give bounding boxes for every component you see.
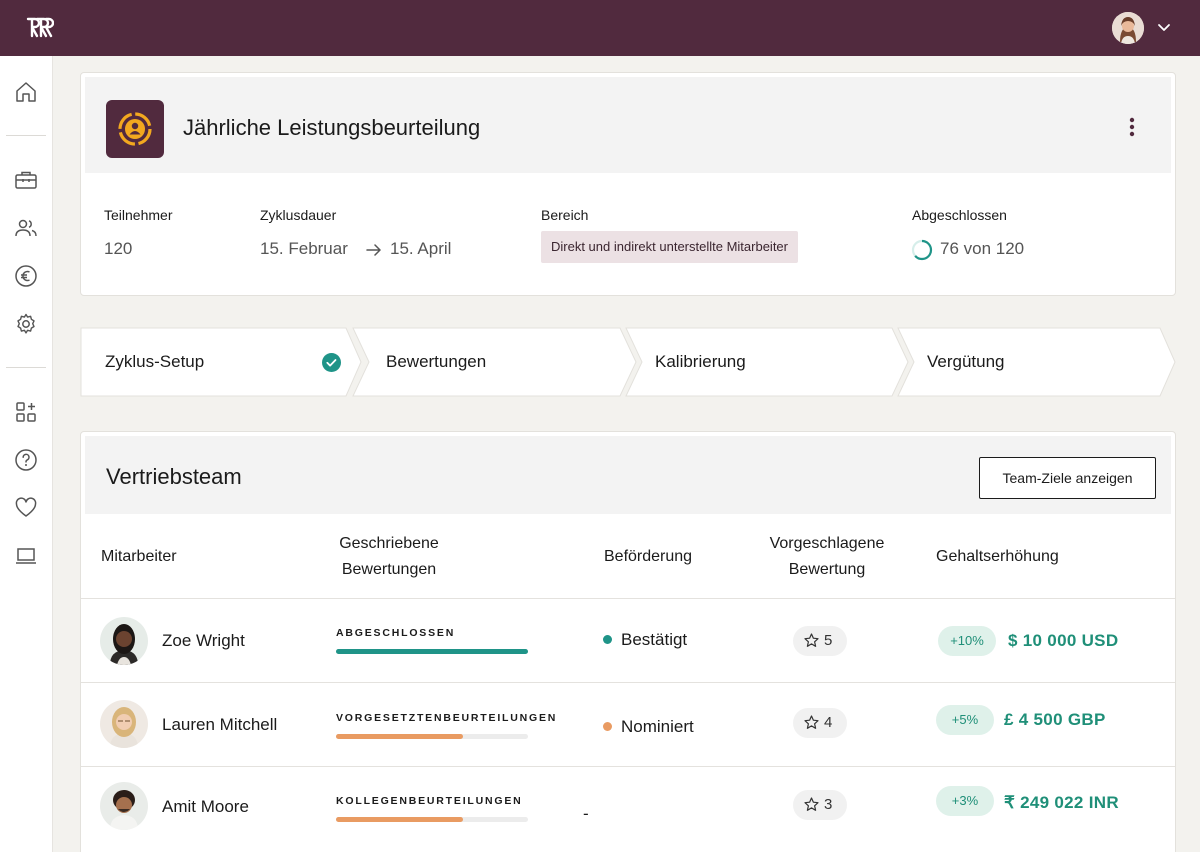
rating-badge: 3 (793, 790, 847, 820)
column-header-rating-line2: Bewertung (788, 561, 866, 578)
rating-badge: 5 (793, 626, 847, 656)
column-header-reviews-line2: Bewertungen (341, 561, 437, 578)
step-cycle-setup[interactable]: Zyklus-Setup (105, 352, 205, 371)
arrow-right-icon (366, 244, 381, 256)
team-table-header: Vertriebsteam Team-Ziele anzeigen (85, 436, 1171, 514)
row-divider (81, 598, 1175, 599)
top-bar (0, 0, 1200, 56)
briefcase-icon[interactable] (14, 168, 38, 192)
heart-icon[interactable] (14, 496, 38, 520)
review-progress-fill (336, 817, 463, 822)
participants-label: Teilnehmer (104, 207, 173, 223)
star-icon (804, 797, 819, 811)
column-header-employee[interactable]: Mitarbeiter (101, 548, 177, 565)
scope-chip: Direkt und indirekt unterstellte Mitarbe… (541, 231, 798, 263)
star-icon (804, 715, 819, 729)
column-header-raise[interactable]: Gehaltserhöhung (936, 548, 1059, 565)
team-title: Vertriebsteam (106, 464, 242, 489)
completion-progress-ring (911, 239, 933, 261)
laptop-icon[interactable] (14, 544, 38, 568)
rating-value: 3 (824, 796, 833, 813)
review-status: KOLLEGENBEURTEILUNGEN (336, 795, 523, 807)
salary-amount: £ 4 500 GBP (1004, 710, 1106, 729)
avatar (100, 617, 148, 665)
users-icon[interactable] (14, 216, 38, 240)
rating-badge: 4 (793, 708, 847, 738)
step-compensation[interactable]: Vergütung (927, 352, 1005, 371)
review-progress-bar (336, 817, 528, 822)
check-circle-icon (322, 353, 341, 372)
employee-name[interactable]: Zoe Wright (162, 631, 245, 650)
review-progress-bar (336, 649, 528, 654)
settings-icon[interactable] (14, 312, 38, 336)
more-options-icon[interactable] (1129, 117, 1135, 137)
avatar (100, 700, 148, 748)
promotion-status: Bestätigt (621, 630, 688, 649)
avatar (100, 782, 148, 830)
column-header-rating[interactable]: Vorgeschlagene Bewertung (749, 531, 905, 583)
step-calibration[interactable]: Kalibrierung (655, 352, 746, 371)
app-logo[interactable] (26, 16, 54, 38)
completed-label: Abgeschlossen (912, 207, 1007, 223)
employee-name[interactable]: Amit Moore (162, 797, 249, 816)
show-team-goals-button[interactable]: Team-Ziele anzeigen (979, 457, 1156, 499)
home-icon[interactable] (14, 80, 38, 104)
salary-amount: $ 10 000 USD (1008, 631, 1119, 650)
review-status: VORGESETZTENBEURTEILUNGEN (336, 712, 558, 724)
raise-percent-badge: +3% (936, 786, 994, 816)
column-header-reviews-line1: Geschriebene (339, 535, 439, 552)
column-header-reviews[interactable]: Geschriebene Bewertungen (314, 531, 464, 583)
help-icon[interactable] (14, 448, 38, 472)
sidebar (0, 56, 53, 852)
euro-icon[interactable] (14, 264, 38, 288)
duration-end: 15. April (390, 239, 452, 258)
chevron-down-icon[interactable] (1157, 20, 1171, 34)
star-icon (804, 633, 819, 647)
duration-start: 15. Februar (260, 239, 348, 258)
sidebar-divider (6, 367, 46, 368)
row-divider (81, 682, 1175, 683)
cycle-steps: Zyklus-Setup Bewertungen Kalibrierung Ve… (80, 327, 1176, 397)
salary-amount: ₹ 249 022 INR (1004, 793, 1119, 812)
promotion-status-dot (603, 635, 612, 644)
rating-value: 5 (824, 632, 833, 649)
apps-icon[interactable] (14, 400, 38, 424)
row-divider (81, 766, 1175, 767)
step-reviews[interactable]: Bewertungen (386, 352, 487, 371)
column-header-promotion[interactable]: Beförderung (604, 548, 693, 565)
duration-label: Zyklusdauer (260, 207, 337, 223)
cycle-card: Jährliche Leistungsbeurteilung Teilnehme… (80, 72, 1176, 296)
promotion-status: Nominiert (621, 717, 694, 736)
promotion-status: - (583, 804, 589, 823)
completed-value: 76 von 120 (940, 239, 1025, 258)
column-header-rating-line1: Vorgeschlagene (769, 535, 885, 552)
review-progress-fill (336, 734, 463, 739)
page-title: Jährliche Leistungsbeurteilung (183, 115, 481, 140)
user-avatar[interactable] (1112, 12, 1144, 44)
raise-percent-badge: +10% (938, 626, 996, 656)
review-cycle-icon (106, 100, 164, 158)
participants-value: 120 (104, 239, 133, 258)
review-status: ABGESCHLOSSEN (336, 627, 456, 639)
sidebar-divider (6, 135, 46, 136)
review-progress-fill (336, 649, 528, 654)
scope-label: Bereich (541, 207, 589, 223)
promotion-status-dot (603, 722, 612, 731)
team-table-card: Vertriebsteam Team-Ziele anzeigen Mitarb… (80, 431, 1176, 852)
cycle-card-header: Jährliche Leistungsbeurteilung (85, 77, 1171, 173)
raise-percent-badge: +5% (936, 705, 994, 735)
rating-value: 4 (824, 714, 833, 731)
review-progress-bar (336, 734, 528, 739)
employee-name[interactable]: Lauren Mitchell (162, 715, 278, 734)
